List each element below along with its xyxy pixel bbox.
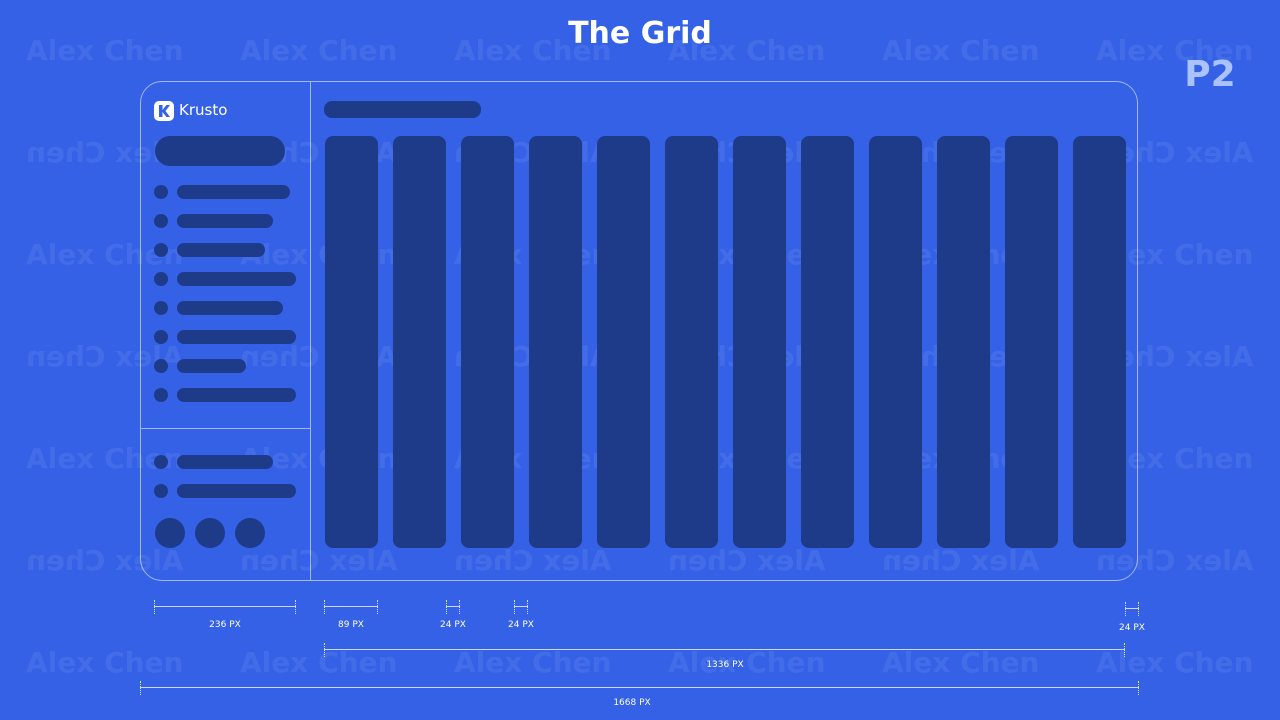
sidebar-item-label [177,243,265,257]
gutter-label: 24 PX [440,620,466,630]
column-width-ruler [324,600,378,614]
sidebar-primary-button[interactable] [155,136,285,166]
sidebar-item-label [177,359,246,373]
grid-column [869,136,922,548]
page-title: The Grid [568,16,712,51]
gutter-label: 24 PX [508,620,534,630]
grid-column [529,136,582,548]
gutter-ruler [514,600,528,614]
content-width-label: 1336 PX [706,660,744,670]
content-header-placeholder [324,101,481,118]
brand-name: Krusto [179,101,228,119]
sidebar-item-icon [154,330,168,344]
sidebar-width-label: 236 PX [209,620,241,630]
page-badge: P2 [1184,54,1236,95]
total-width-label: 1668 PX [613,698,651,708]
watermark-text: Alex Chen [26,646,184,679]
gutter-ruler [446,600,460,614]
krusto-logo-icon [154,101,174,121]
grid-column [393,136,446,548]
margin-ruler [1125,602,1139,616]
sidebar-section-divider [141,428,310,429]
sidebar-item-label [177,330,296,344]
grid-column [801,136,854,548]
total-width-ruler [140,681,1139,695]
sidebar-item-label [177,272,296,286]
sidebar-item-label [177,388,296,402]
avatar[interactable] [195,518,225,548]
grid-column [325,136,378,548]
margin-label: 24 PX [1119,623,1145,633]
app-frame [140,81,1138,581]
sidebar-width-ruler [154,600,296,614]
sidebar-item-icon [154,272,168,286]
grid-column [1073,136,1126,548]
sidebar-item-icon [154,388,168,402]
sidebar-item-icon [154,455,168,469]
avatar[interactable] [155,518,185,548]
grid-column [597,136,650,548]
grid-column [665,136,718,548]
sidebar-item-icon [154,243,168,257]
sidebar-item-icon [154,301,168,315]
sidebar-item-label [177,484,296,498]
grid-column [461,136,514,548]
sidebar-item-label [177,185,290,199]
grid-column [733,136,786,548]
content-width-ruler [324,643,1125,657]
sidebar-divider [310,82,311,580]
sidebar-item-icon [154,484,168,498]
sidebar-item-icon [154,185,168,199]
sidebar-item-label [177,214,273,228]
sidebar-item-label [177,455,273,469]
avatar[interactable] [235,518,265,548]
sidebar-item-icon [154,359,168,373]
sidebar-item-label [177,301,283,315]
sidebar-item-icon [154,214,168,228]
column-width-label: 89 PX [338,620,364,630]
grid-column [1005,136,1058,548]
grid-column [937,136,990,548]
